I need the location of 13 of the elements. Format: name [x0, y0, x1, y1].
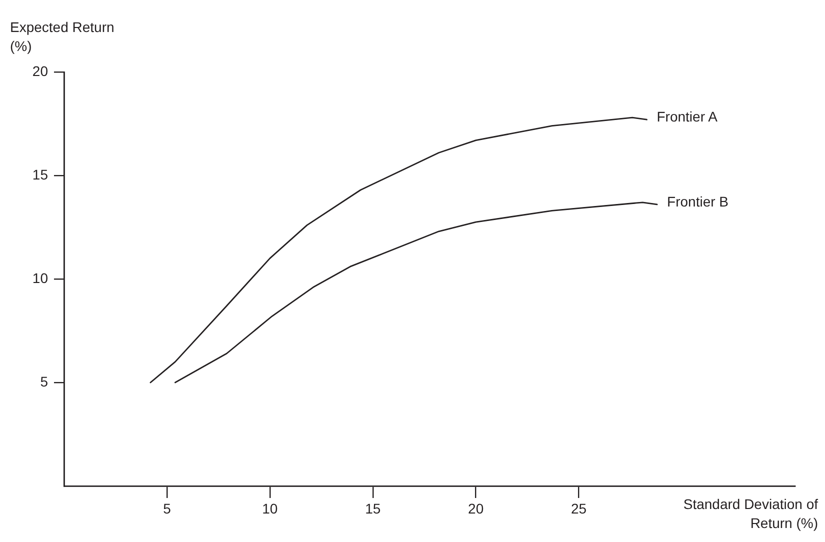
y-tick-label: 10 — [32, 270, 48, 286]
y-tick-label: 5 — [40, 373, 48, 390]
x-tick-label: 15 — [365, 500, 381, 516]
series-label: Frontier A — [656, 108, 718, 124]
x-tick-label: 20 — [468, 500, 484, 516]
x-axis-title: Standard Deviation of Return (%) — [683, 496, 818, 531]
y-tick-label: 20 — [32, 62, 48, 79]
y-tick-label: 15 — [32, 166, 48, 182]
x-tick-label: 5 — [163, 500, 172, 516]
x-tick-label: 10 — [262, 500, 278, 516]
series-label: Frontier B — [667, 193, 729, 210]
x-tick-label: 25 — [571, 500, 587, 516]
y-axis-title: Expected Return (%) — [10, 18, 114, 54]
